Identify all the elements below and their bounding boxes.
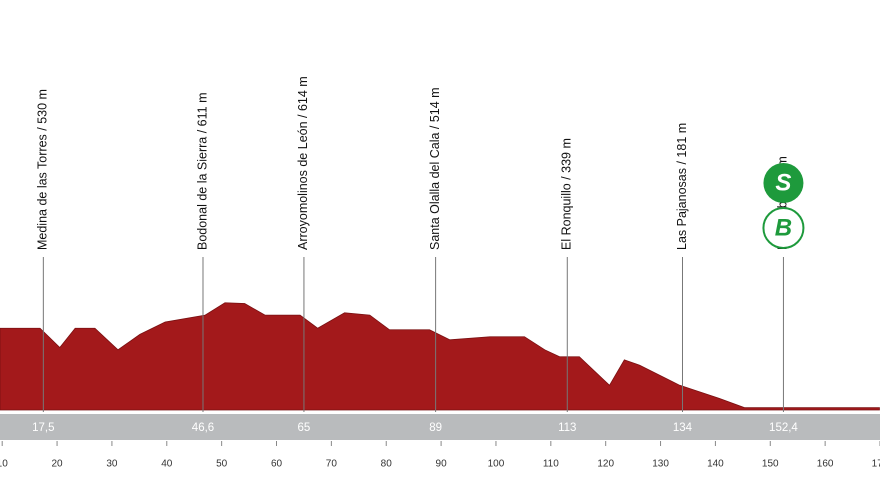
km-label: 89 [429, 422, 442, 434]
bonus-letter: B [775, 214, 792, 241]
x-tick-label: 170 [872, 459, 880, 470]
km-label: 65 [298, 422, 311, 434]
town-label: Santa Olalla del Cala / 514 m [428, 87, 442, 250]
town-label: El Ronquillo / 339 m [560, 138, 574, 250]
x-tick-label: 150 [762, 459, 779, 470]
km-label: 134 [673, 422, 693, 434]
town-label: Las Pajanosas / 181 m [675, 123, 689, 250]
km-band [0, 414, 880, 440]
x-tick-label: 30 [106, 459, 118, 470]
x-tick-label: 60 [271, 459, 283, 470]
x-tick-label: 120 [597, 459, 614, 470]
bonus-icon [762, 207, 805, 249]
town-label: Medina de las Torres / 530 m [36, 89, 50, 250]
km-label: 17,5 [32, 422, 54, 434]
km-label: 46,6 [192, 422, 214, 434]
x-tick-label: 70 [326, 459, 338, 470]
elevation-area [0, 302, 880, 411]
sprint-icon [763, 163, 804, 203]
x-tick-label: 80 [381, 459, 393, 470]
town-label: Arroyomolinos de León / 614 m [296, 76, 310, 250]
x-tick-label: 160 [817, 459, 834, 470]
x-tick-label: 20 [51, 459, 63, 470]
x-tick-label: 90 [436, 459, 448, 470]
km-label: 152,4 [769, 422, 798, 434]
x-tick-label: 50 [216, 459, 228, 470]
x-tick-label: 100 [488, 459, 505, 470]
x-tick-label: 130 [652, 459, 669, 470]
town-label: Bodonal de la Sierra / 611 m [195, 92, 209, 250]
km-label: 113 [558, 422, 576, 434]
x-tick-label: 10 [0, 459, 8, 470]
sprint-letter: S [775, 169, 791, 196]
x-tick-label: 140 [707, 459, 724, 470]
x-tick-label: 40 [161, 459, 173, 470]
x-tick-label: 110 [543, 459, 559, 470]
